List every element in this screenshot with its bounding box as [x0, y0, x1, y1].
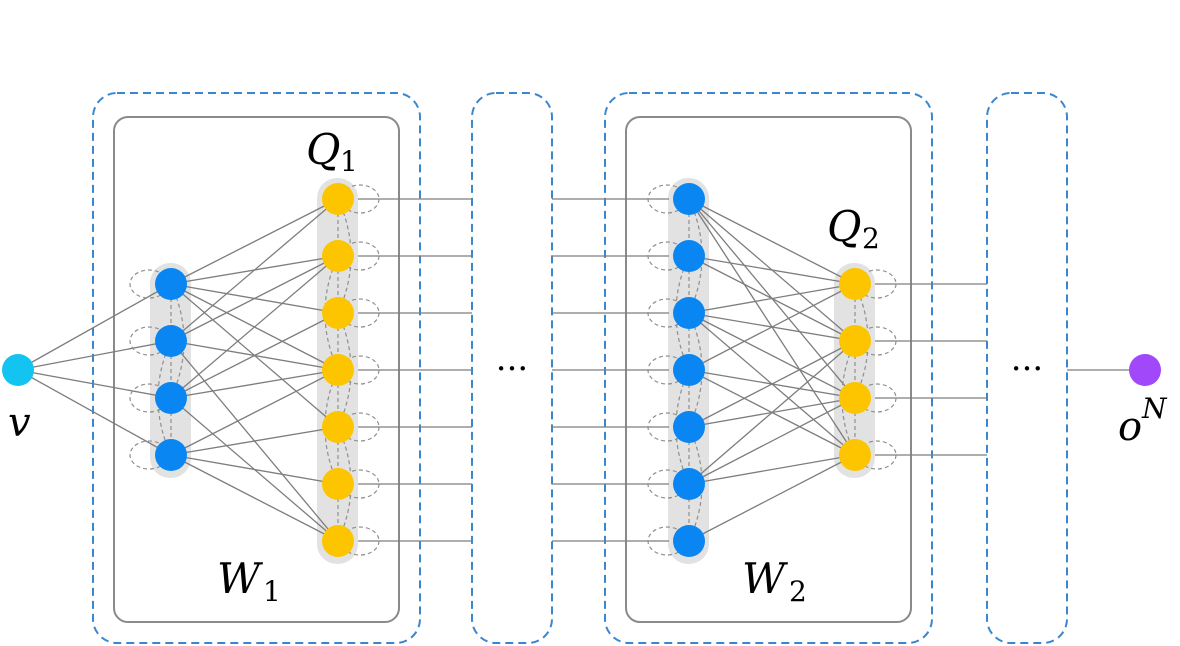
w1-blue-node-4 — [155, 439, 187, 471]
edge-w2-2-to-q2-1 — [688, 255, 856, 285]
block1-dashed-box — [92, 92, 421, 644]
input-node — [2, 354, 34, 386]
edge-input-to-w1-node-3 — [17, 369, 172, 399]
edge-w1-1-to-q1-1 — [170, 198, 339, 285]
ellipsis2-dashed-box — [986, 92, 1068, 644]
output-node — [1129, 354, 1161, 386]
q2-yellow-node-1 — [839, 268, 871, 300]
edge-input-to-w1-node-4 — [17, 369, 172, 456]
w2-blue-node-1 — [673, 183, 705, 215]
edge-w2-3-to-q2-1 — [688, 283, 856, 314]
w2-blue-node-4 — [673, 354, 705, 386]
edge-input-to-w1-node-1 — [17, 283, 172, 371]
edge-w2-6-to-q2-2 — [688, 340, 856, 485]
q2-yellow-node-3 — [839, 382, 871, 414]
w1-blue-node-3 — [155, 382, 187, 414]
w2-blue-node-3 — [673, 297, 705, 329]
edge-w2-6-to-q2-4 — [688, 454, 856, 485]
block2-dashed-box — [604, 92, 933, 644]
edge-w1-4-to-q1-4 — [170, 369, 339, 456]
edge-w1-4-to-q1-5 — [170, 426, 339, 456]
w2-blue-node-5 — [673, 411, 705, 443]
edge-w1-3-to-q1-3 — [170, 312, 339, 399]
q1-label-subscript: 1 — [340, 145, 358, 178]
edge-w1-4-to-q1-7 — [170, 454, 339, 542]
w2-label: W — [742, 554, 789, 603]
ellipsis-2: ··· — [1011, 349, 1043, 389]
ellipsis-1: ··· — [496, 349, 528, 389]
q1-yellow-node-5 — [322, 411, 354, 443]
edge-w2-3-to-q2-3 — [688, 312, 856, 399]
q1-yellow-node-7 — [322, 525, 354, 557]
node-layer — [2, 183, 1161, 557]
w1-blue-node-2 — [155, 325, 187, 357]
edge-w2-6-to-q2-3 — [688, 397, 856, 485]
q1-label: Q — [306, 125, 340, 174]
w1-blue-node-1 — [155, 268, 187, 300]
q2-label: Q — [827, 202, 861, 251]
w2-blue-node-6 — [673, 468, 705, 500]
edge-w2-7-to-q2-4 — [688, 454, 856, 542]
edge-w1-2-to-q1-1 — [170, 198, 339, 342]
w2-label-subscript: 2 — [789, 575, 807, 608]
ellipsis1-dashed-box — [471, 92, 553, 644]
edge-w1-3-to-q1-4 — [170, 369, 339, 399]
q1-yellow-node-4 — [322, 354, 354, 386]
w1-label-subscript: 1 — [263, 575, 281, 608]
w1-label: W — [217, 554, 264, 603]
output-label-superscript: N — [1141, 392, 1168, 425]
w2-blue-node-2 — [673, 240, 705, 272]
q1-yellow-node-2 — [322, 240, 354, 272]
q2-yellow-node-4 — [839, 439, 871, 471]
edge-w1-4-to-q1-6 — [170, 454, 339, 485]
edge-w1-2-to-q1-2 — [170, 255, 339, 342]
q1-yellow-node-3 — [322, 297, 354, 329]
edge-w1-3-to-q1-2 — [170, 255, 339, 399]
q1-yellow-node-1 — [322, 183, 354, 215]
edge-input-to-w1-node-2 — [17, 340, 172, 371]
q2-yellow-node-2 — [839, 325, 871, 357]
output-label: o — [1118, 404, 1142, 450]
edge-w2-4-to-q2-1 — [688, 283, 856, 371]
input-label: v — [8, 400, 31, 446]
q2-label-subscript: 2 — [862, 222, 880, 255]
q1-yellow-node-6 — [322, 468, 354, 500]
edge-w2-5-to-q2-2 — [688, 340, 856, 428]
edge-w2-1-to-q2-1 — [688, 198, 856, 285]
w2-blue-node-7 — [673, 525, 705, 557]
